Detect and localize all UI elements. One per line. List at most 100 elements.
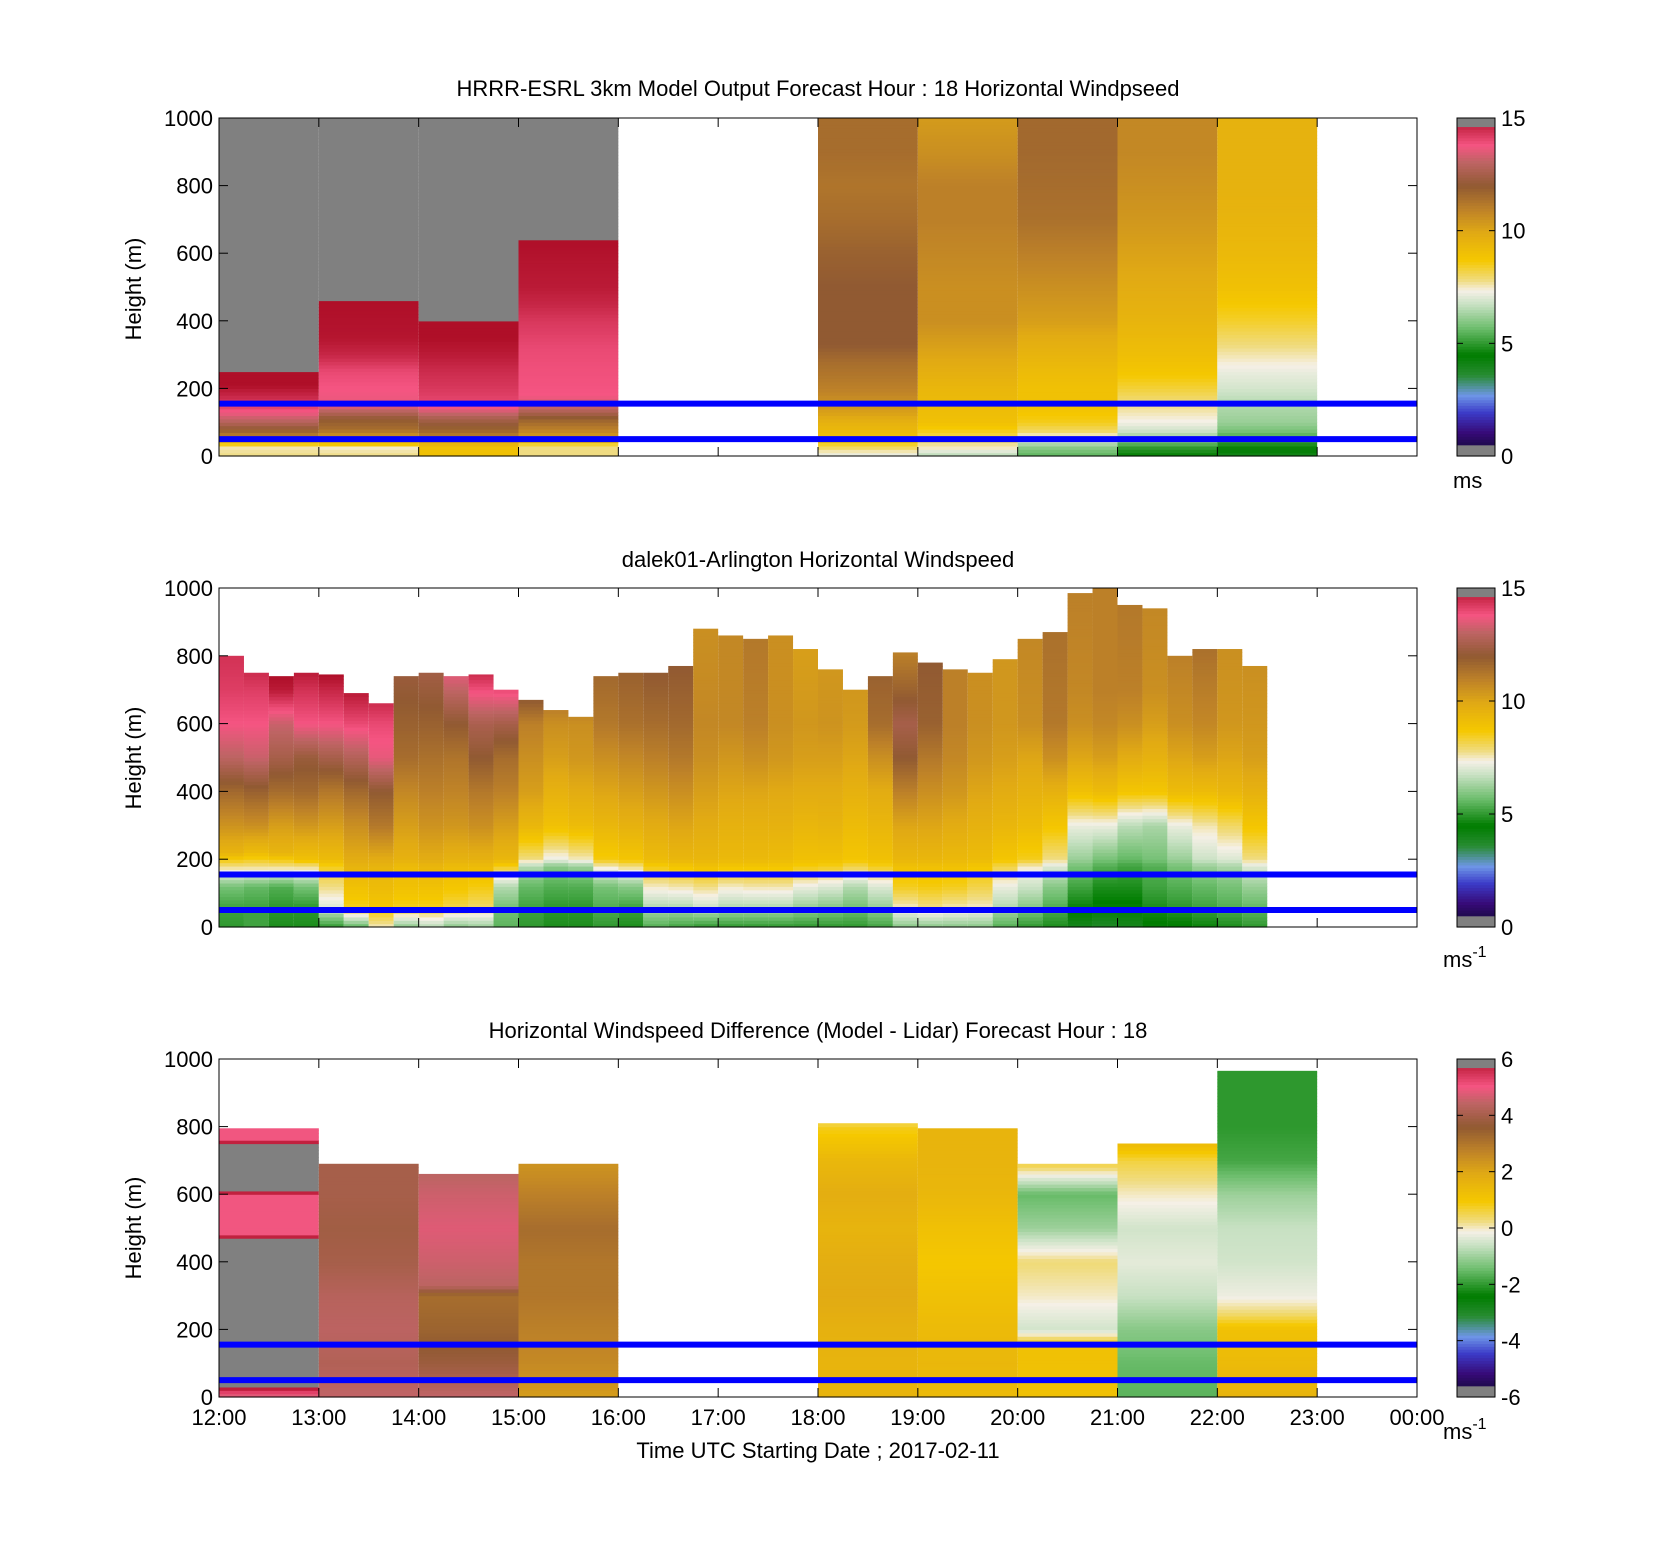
heatmap-cell (818, 1126, 918, 1131)
heatmap-cell (818, 1255, 918, 1260)
ytick-label: 0 (201, 915, 213, 940)
heatmap-cell (718, 760, 744, 765)
heatmap-cell (1142, 726, 1168, 731)
heatmap-cell (219, 1241, 319, 1246)
heatmap-cell (793, 771, 818, 776)
heatmap-cell (493, 913, 519, 918)
heatmap-cell (268, 733, 294, 738)
heatmap-cell (543, 808, 569, 813)
heatmap-cell (917, 1221, 1018, 1226)
heatmap-cell (668, 686, 694, 691)
heatmap-cell (219, 916, 244, 921)
heatmap-cell (818, 689, 843, 694)
heatmap-cell (468, 777, 494, 782)
heatmap-cell (318, 344, 419, 349)
heatmap-cell (793, 713, 818, 718)
heatmap-cell (743, 896, 769, 901)
heatmap-cell (219, 408, 319, 413)
heatmap-cell (418, 344, 519, 349)
heatmap-cell (318, 1255, 419, 1260)
heatmap-cell (618, 828, 644, 833)
heatmap-cell (892, 899, 918, 904)
heatmap-cell (568, 808, 594, 813)
heatmap-cell (768, 737, 794, 742)
heatmap-cell (219, 449, 319, 454)
heatmap-cell (768, 852, 794, 857)
heatmap-cell (1192, 804, 1218, 809)
heatmap-cell (942, 750, 968, 755)
heatmap-cell (1192, 913, 1218, 918)
heatmap-cell (518, 287, 619, 291)
colorbar-segment (1457, 774, 1495, 778)
heatmap-cell (1117, 405, 1218, 410)
heatmap-cell (967, 913, 993, 918)
heatmap-cell (418, 682, 444, 687)
heatmap-cell (818, 916, 843, 921)
heatmap-cell (418, 270, 519, 275)
colorbar-segment (1457, 309, 1495, 313)
heatmap-cell (418, 256, 519, 261)
heatmap-cell (793, 855, 818, 860)
heatmap-cell (443, 788, 469, 792)
heatmap-cell (268, 747, 294, 752)
heatmap-cell (643, 743, 669, 748)
heatmap-cell (793, 804, 818, 809)
heatmap-cell (693, 865, 719, 870)
heatmap-cell (992, 913, 1018, 918)
heatmap-cell (842, 815, 868, 820)
heatmap-cell (318, 212, 419, 217)
heatmap-cell (693, 720, 719, 725)
heatmap-cell (1067, 632, 1093, 637)
heatmap-cell (418, 1238, 519, 1243)
heatmap-cell (219, 232, 319, 237)
colorbar-segment (1457, 205, 1495, 209)
heatmap-cell (518, 794, 544, 799)
heatmap-cell (818, 195, 918, 200)
heatmap-cell (942, 838, 968, 843)
heatmap-cell (418, 882, 444, 887)
heatmap-cell (1242, 821, 1268, 826)
heatmap-cell (1242, 842, 1268, 847)
heatmap-cell (718, 645, 744, 650)
heatmap-cell (418, 347, 519, 352)
heatmap-cell (468, 686, 494, 691)
heatmap-cell (593, 869, 619, 874)
heatmap-cell (493, 801, 519, 806)
heatmap-cell (1067, 723, 1093, 728)
heatmap-cell (568, 760, 594, 765)
heatmap-cell (1167, 852, 1193, 857)
heatmap-cell (268, 716, 294, 721)
colorbar-segment (1457, 805, 1495, 809)
heatmap-cell (219, 1390, 319, 1395)
colorbar-segment (1457, 751, 1495, 756)
heatmap-cell (1117, 239, 1218, 244)
heatmap-cell (942, 859, 968, 864)
heatmap-cell (418, 679, 444, 684)
heatmap-cell (917, 754, 943, 759)
colorbar-segment (1457, 174, 1495, 178)
heatmap-cell (1217, 145, 1318, 150)
heatmap-cell (643, 781, 669, 786)
heatmap-cell (418, 1173, 519, 1178)
heatmap-cell (418, 232, 519, 237)
heatmap-cell (1142, 774, 1168, 779)
colorbar-segment (1457, 382, 1495, 387)
heatmap-cell (668, 808, 694, 813)
heatmap-cell (219, 703, 244, 708)
colorbar-segment (1457, 216, 1495, 220)
heatmap-cell (1092, 743, 1118, 748)
heatmap-cell (518, 703, 544, 708)
heatmap-cell (892, 774, 918, 779)
heatmap-cell (318, 449, 419, 454)
heatmap-cell (1092, 632, 1118, 637)
heatmap-cell (418, 307, 519, 312)
panel-model-title: HRRR-ESRL 3km Model Output Forecast Hour… (456, 76, 1179, 101)
heatmap-cell (668, 716, 694, 721)
heatmap-cell (318, 1322, 419, 1327)
heatmap-cell (219, 1373, 319, 1378)
heatmap-cell (293, 862, 319, 867)
heatmap-cell (917, 1322, 1018, 1327)
heatmap-cell (268, 818, 294, 823)
heatmap-cell (418, 832, 444, 837)
heatmap-cell (842, 923, 868, 928)
